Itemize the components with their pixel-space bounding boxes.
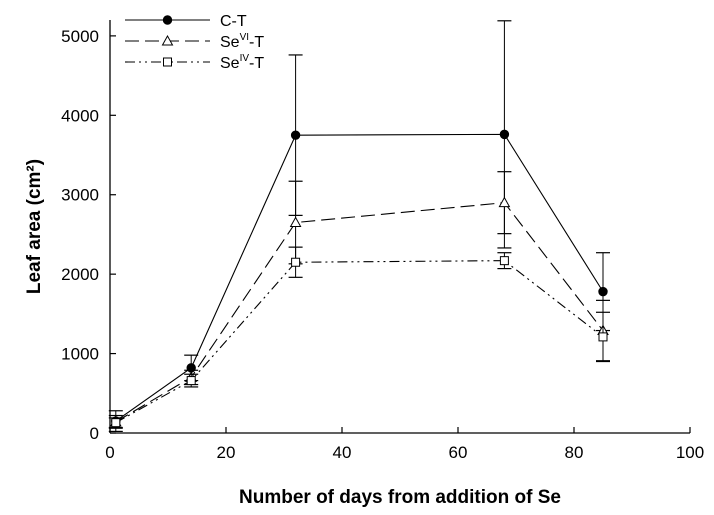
x-tick-label: 40	[333, 443, 352, 462]
y-tick-label: 0	[90, 424, 99, 443]
legend-label-sup: VI	[240, 32, 249, 43]
legend-label: SeIV-T	[220, 53, 264, 72]
legend-label: SeVI-T	[220, 32, 264, 51]
series-0	[108, 20, 610, 433]
y-tick-label: 3000	[61, 186, 99, 205]
legend-label-base: Se	[220, 34, 240, 51]
x-tick-label: 80	[565, 443, 584, 462]
marker-filled-circle	[290, 130, 301, 140]
series-line	[115, 260, 604, 424]
y-axis-title: Leaf area (cm²)	[24, 159, 45, 294]
marker-open-triangle	[161, 34, 174, 46]
series-1	[108, 171, 610, 429]
marker-open-square	[111, 418, 121, 428]
marker-open-triangle	[289, 216, 302, 228]
marker-filled-circle	[598, 286, 608, 297]
x-tick-label: 0	[105, 443, 114, 462]
x-tick-label: 60	[449, 443, 468, 462]
y-tick-label: 5000	[61, 27, 99, 46]
y-tick-label: 2000	[61, 265, 99, 284]
series-layer	[108, 20, 610, 433]
series-2	[108, 246, 610, 429]
legend-label-base: Se	[220, 55, 240, 72]
marker-open-square	[598, 332, 608, 342]
legend-label-sup: IV	[240, 53, 250, 64]
legend-label: C-T	[220, 13, 247, 30]
legend-label-suffix: -T	[249, 34, 264, 51]
y-tick-label: 1000	[61, 345, 99, 364]
marker-open-square	[186, 376, 196, 386]
x-axis-title: Number of days from addition of Se	[239, 487, 561, 508]
marker-open-triangle	[498, 196, 511, 208]
marker-filled-circle	[162, 15, 173, 25]
legend-label-suffix: -T	[249, 55, 264, 72]
legend-label-base: C-T	[220, 13, 247, 30]
marker-open-square	[499, 256, 509, 266]
marker-open-square	[291, 257, 301, 267]
series-line	[115, 202, 604, 423]
x-tick-label: 100	[676, 443, 704, 462]
marker-open-square	[163, 57, 172, 67]
x-tick-label: 20	[217, 443, 236, 462]
marker-filled-circle	[499, 129, 510, 140]
y-tick-label: 4000	[61, 106, 99, 125]
